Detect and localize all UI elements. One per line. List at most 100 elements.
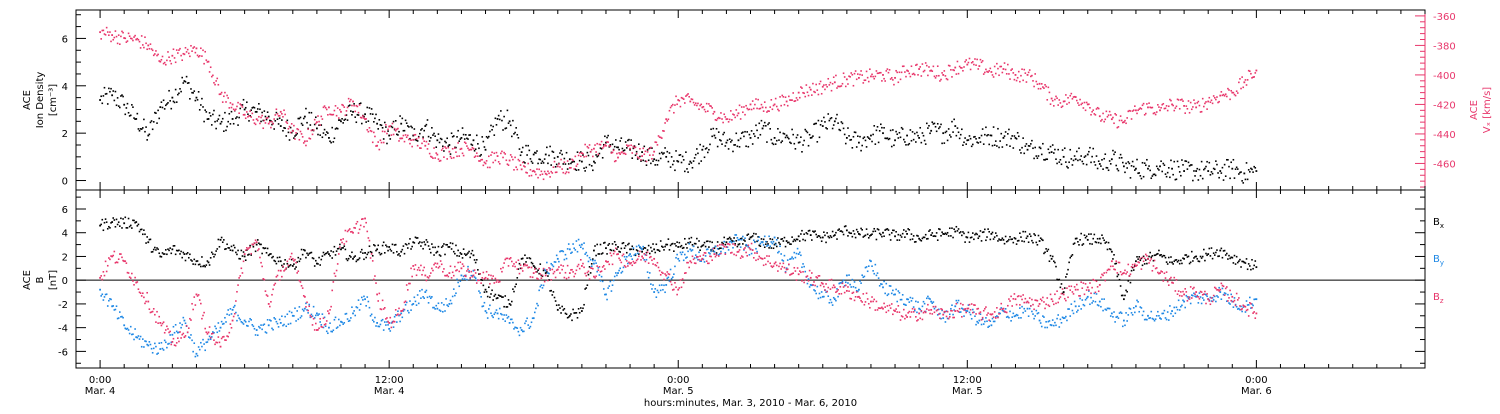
bx-pt [315, 260, 317, 262]
bx-pt [463, 248, 465, 250]
by-pt [483, 305, 485, 307]
vx-pt [552, 172, 554, 174]
bz-pt [520, 264, 522, 266]
vx-pt [1192, 106, 1194, 108]
bx-pt [1084, 234, 1086, 236]
vx-pt [937, 65, 939, 67]
bx-point [1123, 298, 1125, 300]
density-pt [680, 154, 682, 156]
vx-pt [568, 172, 570, 174]
vx-pt [293, 125, 295, 127]
density-point [220, 123, 222, 125]
density-pt [303, 118, 305, 120]
bx-pt [1213, 252, 1215, 254]
density-pt [791, 129, 793, 131]
vx-pt [625, 153, 627, 155]
by-pt [154, 343, 156, 345]
density-pt [223, 130, 225, 132]
vx-pt [646, 161, 648, 163]
bx-pt [199, 264, 201, 266]
bx-pt [1236, 256, 1238, 258]
bx-pt [561, 306, 563, 308]
bx-pt [578, 308, 580, 310]
density-pt [405, 120, 407, 122]
bz-pt [680, 279, 682, 281]
density-pt [643, 146, 645, 148]
bz-pt [811, 272, 813, 274]
bx-pt [1042, 239, 1044, 241]
by-pt [618, 270, 620, 272]
by-pt [118, 317, 120, 319]
bx-pt [790, 243, 792, 245]
vx-pt [652, 154, 654, 156]
density-pt [797, 134, 799, 136]
by-pt [457, 282, 459, 284]
by-pt [977, 322, 979, 324]
bx-pt [1176, 259, 1178, 261]
bx-point [244, 256, 246, 258]
bz-pt [394, 321, 396, 323]
vx-pt [541, 171, 543, 173]
bx-pt [936, 232, 938, 234]
by-pt [274, 318, 276, 320]
bx-pt [477, 269, 479, 271]
density-pt [1053, 152, 1055, 154]
vx-point [497, 155, 499, 157]
by-pt [596, 271, 598, 273]
density-pt [1237, 168, 1239, 170]
bz-pt [374, 275, 376, 277]
by-point [870, 260, 872, 262]
by-pt [1017, 315, 1019, 317]
bx-point [171, 248, 173, 250]
bz-pt [775, 261, 777, 263]
bx-pt [867, 234, 869, 236]
density-pt [1122, 162, 1124, 164]
vx-point [521, 168, 523, 170]
density-pt [796, 137, 798, 139]
density-pt [704, 156, 706, 158]
by-pt [911, 300, 913, 302]
bz-point [762, 258, 764, 260]
density-pt [921, 142, 923, 144]
density-pt [456, 136, 458, 138]
density-pt [946, 131, 948, 133]
density-pt [722, 134, 724, 136]
density-pt [310, 124, 312, 126]
bx-pt [1112, 258, 1114, 260]
bz-pt [501, 271, 503, 273]
vx-pt [143, 47, 145, 49]
vx-pt [495, 160, 497, 162]
vx-pt [668, 118, 670, 120]
by-point [1099, 301, 1101, 303]
vx-pt [1233, 92, 1235, 94]
bx-pt [602, 252, 604, 254]
vx-pt [649, 154, 651, 156]
vx-pt [488, 155, 490, 157]
density-point [1135, 168, 1137, 170]
vx-pt [371, 131, 373, 133]
by-point [978, 320, 980, 322]
vx-point [713, 111, 715, 113]
bz-pt [673, 289, 675, 291]
bz-pt [368, 237, 370, 239]
bx-pt [537, 269, 539, 271]
by-pt [438, 302, 440, 304]
bz-pt [508, 265, 510, 267]
density-pt [729, 138, 731, 140]
by-pt [429, 296, 431, 298]
density-pt [1166, 176, 1168, 178]
density-pt [462, 127, 464, 129]
vx-pt [353, 105, 355, 107]
vx-pt [456, 155, 458, 157]
bx-pt [735, 240, 737, 242]
bx-pt [101, 219, 103, 221]
bz-pt [441, 263, 443, 265]
by-pt [350, 317, 352, 319]
bz-pt [519, 273, 521, 275]
density-pt [904, 141, 906, 143]
vx-pt [694, 104, 696, 106]
bz-pt [185, 335, 187, 337]
vx-pt [447, 147, 449, 149]
density-pt [1068, 161, 1070, 163]
bz-pt [683, 282, 685, 284]
